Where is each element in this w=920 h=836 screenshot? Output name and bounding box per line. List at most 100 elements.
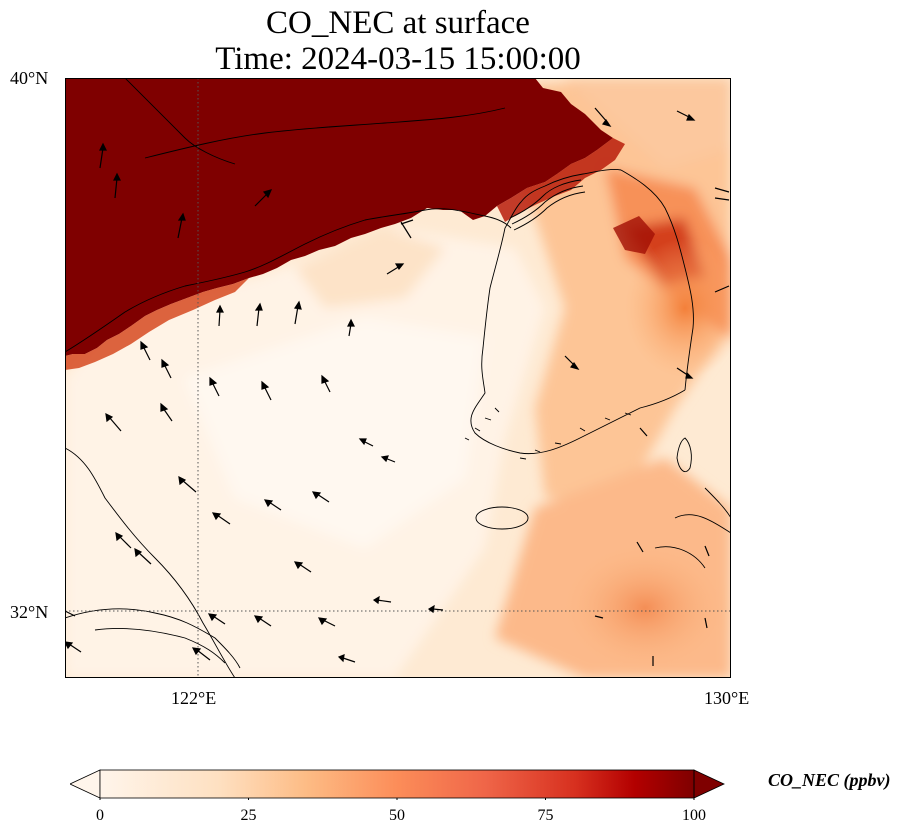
wind-arrow-head (262, 189, 273, 199)
wind-arrow-head (105, 412, 114, 423)
wind-arrow (316, 493, 330, 503)
field-high-fringe (497, 138, 625, 222)
colorbar-tick-label-25: 25 (240, 807, 257, 824)
coastline-korea-west-south (470, 227, 686, 455)
wind-arrow-head (293, 300, 302, 310)
wind-arrow (256, 307, 260, 327)
wind-arrow (400, 221, 412, 239)
wind-arrow (258, 617, 272, 627)
colorbar-tick-label-75: 75 (537, 807, 554, 824)
wind-arrow-head (337, 654, 345, 663)
wind-arrow-head (380, 455, 389, 463)
wind-arrow-head (161, 358, 170, 368)
field-northeast-light (565, 78, 731, 168)
coastline-korea-east (620, 169, 694, 391)
map-title: CO_NEC at surface (266, 5, 530, 41)
wind-arrow-head (261, 380, 270, 390)
wind-arrow-head (311, 491, 322, 500)
colorbar-tick-label-100: 100 (682, 807, 706, 824)
wind-arrow-head (134, 547, 143, 558)
wind-arrow-head (211, 512, 222, 521)
coastline-jeju (475, 506, 529, 530)
coastline-liaodong (144, 107, 506, 159)
wind-arrow-head (99, 142, 107, 151)
wind-arrow-head (65, 641, 74, 650)
lon-tick-122e: 122°E (171, 688, 217, 708)
wind-arrow-head (113, 172, 121, 181)
wind-arrow-head (160, 402, 169, 412)
coastline-kyushu (654, 487, 731, 569)
wind-arrow-head (253, 615, 264, 624)
colorbar-tick-label-50: 50 (389, 807, 405, 824)
wind-arrow (400, 219, 414, 225)
wind-arrow-head (191, 647, 202, 656)
wind-arrow-head (358, 438, 367, 446)
colorbar-extend-high (693, 769, 725, 799)
wind-arrow (342, 657, 356, 663)
wind-arrow (99, 147, 104, 169)
field-east-plume (625, 238, 731, 378)
wind-arrow (108, 416, 122, 432)
lat-tick-32n: 32°N (10, 602, 49, 622)
coastline-bohai-west (124, 78, 236, 165)
wind-arrow-head (254, 302, 263, 311)
wind-arrow-head (216, 304, 224, 313)
colorbar-gradient (100, 770, 694, 798)
wind-arrow (216, 514, 231, 525)
wind-arrow (714, 197, 730, 201)
lat-tick-40n: 40°N (10, 68, 49, 88)
wind-arrow-head (207, 613, 218, 622)
coastline-islands (464, 407, 632, 460)
coastline-shandong (65, 208, 512, 353)
coastline-korea-north (504, 169, 622, 229)
wind-arrow-head (321, 374, 330, 384)
wind-arrow-head (394, 263, 405, 271)
colorbar-extend-low (70, 769, 101, 799)
co-concentration-map (65, 78, 731, 678)
colorbar-title: CO_NEC (ppbv) (768, 770, 891, 790)
wind-arrow-head (263, 499, 274, 508)
wind-arrow (268, 501, 282, 511)
colorbar-tick-label-0: 0 (96, 807, 104, 824)
wind-arrow-head (177, 212, 186, 221)
wind-arrow (639, 427, 648, 437)
wind-arrow (714, 187, 730, 193)
wind-arrow (298, 563, 312, 573)
coastline-yalu-2 (511, 185, 584, 225)
wind-arrow (704, 617, 708, 629)
wind-arrow (65, 610, 76, 617)
coastline-yangtze-south (94, 628, 226, 664)
coastline-yangtze-north (65, 608, 241, 669)
map-time-subtitle: Time: 2024-03-15 15:00:00 (215, 41, 581, 77)
field-bohai-edge (295, 228, 445, 308)
field-lowest-core (185, 318, 485, 548)
field-west-fringe (65, 278, 249, 370)
wind-arrow (376, 599, 392, 603)
wind-arrow-head (140, 340, 149, 350)
wind-arrow (636, 541, 644, 553)
wind-arrow (714, 285, 730, 293)
coastline-yalu-3 (513, 191, 586, 231)
wind-arrow (704, 545, 710, 557)
wind-arrow (432, 608, 444, 611)
wind-arrow-head (115, 531, 124, 542)
coastline-tsushima (676, 437, 692, 472)
lon-tick-130e: 130°E (704, 688, 750, 708)
wind-arrow-head (209, 376, 218, 386)
wind-arrow (218, 309, 221, 327)
wind-arrow-head (317, 617, 328, 626)
wind-arrow-head (347, 318, 355, 327)
graticule (65, 78, 731, 678)
wind-arrow (212, 615, 226, 625)
wind-arrow (137, 551, 152, 565)
wind-arrow (594, 615, 604, 619)
wind-arrow-head (178, 475, 187, 486)
wind-arrow-head (685, 371, 694, 379)
wind-arrow-head (569, 361, 580, 371)
field-se-plume (555, 538, 731, 678)
field-korea-dark (613, 216, 655, 254)
wind-arrow-head (427, 604, 435, 614)
wind-arrow-head (293, 561, 304, 570)
colorbar (70, 769, 725, 800)
wind-arrow-head (601, 118, 612, 128)
